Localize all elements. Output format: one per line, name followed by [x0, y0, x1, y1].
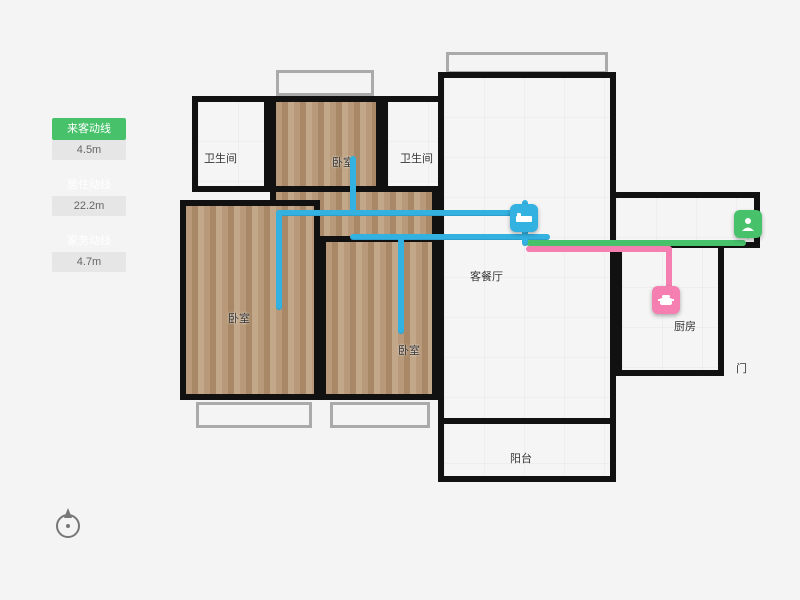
room-label: 卫生间	[400, 150, 433, 166]
path-living	[350, 156, 356, 216]
floor-plan: 卫生间 卧室 卫生间 卧室 卧室 客餐厅 厨房 阳台 门	[180, 50, 770, 520]
door-label: 门	[736, 360, 747, 376]
compass-icon	[50, 504, 86, 540]
exterior-bump	[446, 52, 608, 74]
legend-value: 4.5m	[52, 140, 126, 160]
legend-value: 4.7m	[52, 252, 126, 272]
legend: 来客动线 4.5m 居住动线 22.2m 家务动线 4.7m	[52, 118, 126, 286]
room-bed-top	[270, 96, 382, 192]
room-label: 卧室	[228, 310, 250, 326]
exterior-bump	[196, 402, 312, 428]
room-label: 卫生间	[204, 150, 237, 166]
room-label: 客餐厅	[470, 268, 503, 284]
path-living	[276, 210, 528, 216]
room-bed-left	[180, 200, 320, 400]
path-living	[276, 210, 282, 310]
room-label: 厨房	[674, 318, 696, 334]
pot-icon	[652, 286, 680, 314]
exterior-bump	[330, 402, 430, 428]
path-chore	[526, 246, 672, 252]
path-living	[398, 234, 404, 334]
legend-item-guest: 来客动线 4.5m	[52, 118, 126, 160]
room-label: 阳台	[510, 450, 532, 466]
room-bed-mid	[320, 236, 438, 400]
room-label: 卧室	[398, 342, 420, 358]
legend-value: 22.2m	[52, 196, 126, 216]
legend-label: 来客动线	[52, 118, 126, 140]
person-icon	[734, 210, 762, 238]
bed-icon	[510, 204, 538, 232]
exterior-bump	[276, 70, 374, 96]
legend-label: 家务动线	[52, 230, 126, 252]
legend-label: 居住动线	[52, 174, 126, 196]
room-bath1	[192, 96, 270, 192]
legend-item-living: 居住动线 22.2m	[52, 174, 126, 216]
legend-item-chore: 家务动线 4.7m	[52, 230, 126, 272]
